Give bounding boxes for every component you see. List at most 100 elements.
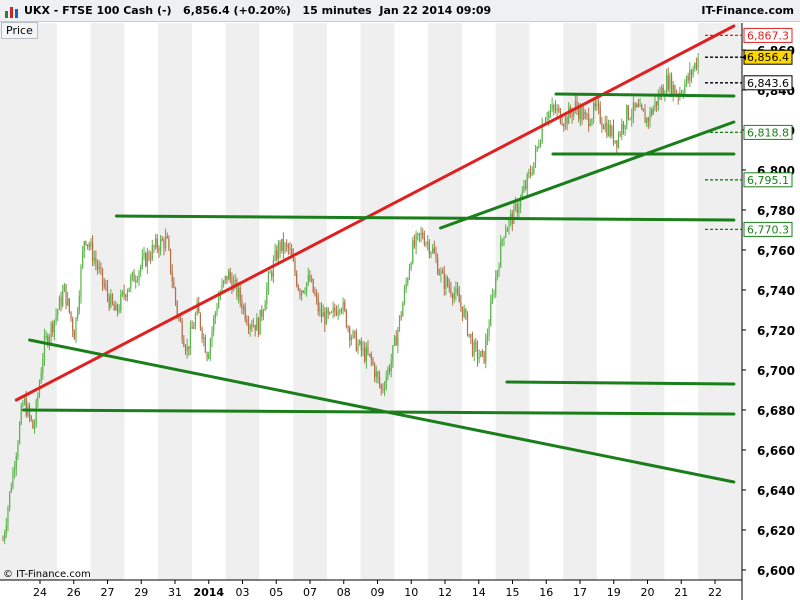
candle-body [680,92,683,94]
candle-body [340,310,343,312]
candle-body [571,113,573,117]
candle-body [140,266,142,272]
day-band [428,23,462,580]
candle-body [317,297,319,312]
candle-body [75,317,77,340]
support-trendline[interactable] [554,92,736,98]
candle-body [65,284,67,305]
candle-body [505,231,507,237]
x-tick-label: 16 [539,586,553,599]
price-panel-label[interactable]: Price [1,22,38,39]
candle-body [612,126,615,143]
candle-body [372,359,374,365]
candle-body [133,272,135,282]
candle-body [583,112,585,120]
x-tick-label: 17 [573,586,587,599]
x-tick-label: 22 [708,586,722,599]
candle-body [287,245,289,249]
candle-body [204,337,206,353]
y-tick-label: 6,700 [757,364,795,378]
candle-body [443,273,445,289]
x-tick-label: 24 [33,586,47,599]
candle-body [123,291,125,296]
price-marker-box [743,124,793,140]
candle-body [57,309,59,315]
candle-body [417,233,419,235]
candle-body [619,134,621,136]
candle-body [513,205,515,224]
candle-body [420,232,422,236]
candle-body [526,174,528,189]
day-band [293,23,327,580]
candle-body [465,309,467,313]
candle-body [418,233,421,236]
candle-body [634,102,636,108]
candle-body [22,402,24,407]
candle-body [410,263,412,269]
candle-body [334,307,336,312]
x-tick-label: 03 [236,586,250,599]
candle-body [203,337,205,339]
support-trendline[interactable] [21,408,736,416]
candle-body [405,283,407,289]
title-bar: UKX - FTSE 100 Cash (-) 6,856.4 (+0.20%)… [0,0,800,22]
candle-body [408,268,411,279]
candle-body [510,213,512,219]
candle-body [578,108,580,120]
candle-body [687,76,689,81]
candle-body [690,70,693,75]
candle-body [339,310,341,312]
candle-body [113,303,115,311]
candle-body [164,236,167,248]
x-tick-label: 26 [67,586,81,599]
candle-body [171,272,173,282]
candle-body [48,336,51,345]
candle-body [430,252,432,255]
candle-body [508,218,510,229]
candle-body [82,251,84,267]
candle-body [305,282,308,292]
candle-body [198,302,200,314]
candle-body [669,75,671,90]
support-trendline[interactable] [505,380,736,386]
support-trendline[interactable] [114,214,736,222]
candle-body [168,238,170,250]
candle-body [518,206,520,213]
candle-body [294,260,296,274]
candle-body [25,398,27,416]
candle-body [262,310,265,317]
x-tick-label: 05 [269,586,283,599]
candle-body [496,270,498,278]
resistance-trendline[interactable] [14,24,736,402]
candle-body [672,85,674,95]
candle-body [524,186,527,189]
candle-body [332,307,334,312]
candle-body [70,311,72,319]
candle-body [78,296,80,311]
candle-body [158,248,160,252]
candle-body [279,242,281,251]
candle-body [606,122,608,136]
candle-body [2,540,4,541]
candle-body [596,103,598,107]
candle-body [662,87,664,96]
candle-body [282,238,284,252]
candle-body [388,368,391,372]
candle-body [239,287,241,301]
candle-body [329,312,331,314]
candle-body [495,277,497,295]
candle-body [12,470,14,488]
day-band [698,23,742,580]
candle-body [35,401,37,425]
candle-body [30,416,32,421]
candle-body [438,274,440,276]
candle-body [621,123,623,135]
candle-body [271,272,273,277]
candle-body [481,351,484,353]
x-tick-label: 29 [134,586,148,599]
candle-body [382,388,384,390]
candle-body [314,292,316,295]
support-trendline[interactable] [439,120,736,230]
candle-body [95,258,97,264]
